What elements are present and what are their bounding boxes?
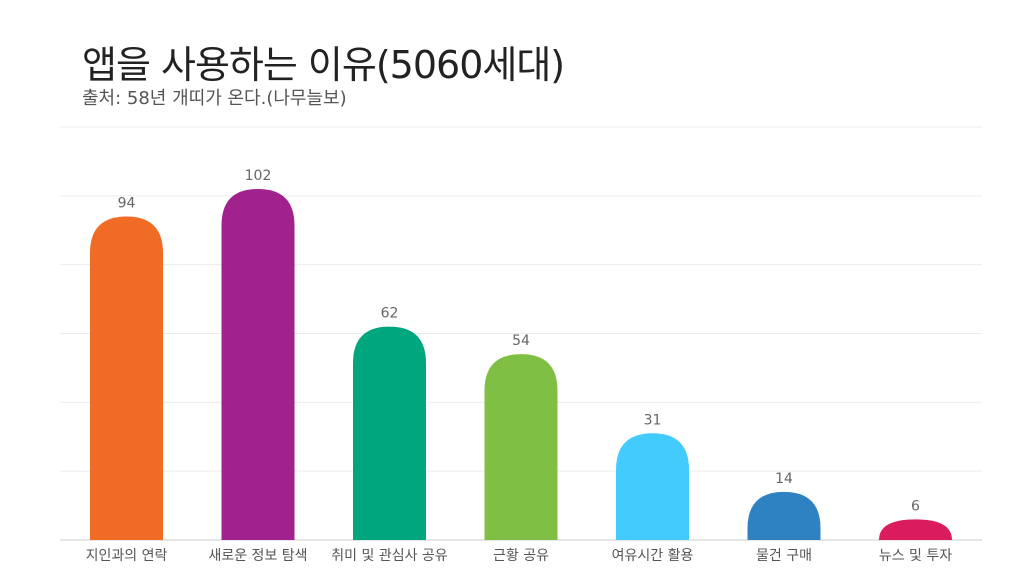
bar [353,326,426,540]
data-label: 54 [512,333,530,349]
category-label: 뉴스 및 투자 [879,548,952,564]
category-label: 근황 공유 [493,548,549,564]
data-label: 62 [381,306,399,322]
data-label: 6 [911,498,920,514]
bar [484,354,558,540]
category-label: 물건 구매 [756,548,812,564]
bar [879,519,952,540]
chart-subtitle: 출처: 58년 개띠가 온다.(나무늘보) [82,88,347,109]
bar [616,433,689,540]
category-label: 새로운 정보 탐색 [208,548,307,564]
category-label: 여유시간 활용 [612,548,694,564]
bar [90,216,163,540]
chart-title: 앱을 사용하는 이유(5060세대) [82,43,565,87]
data-label: 31 [644,412,662,428]
data-label: 94 [118,195,136,211]
data-label: 102 [245,168,272,184]
bar [221,188,295,540]
category-label: 지인과의 연락 [86,548,168,564]
category-label: 취미 및 관심사 공유 [331,548,448,564]
bar [747,491,821,540]
data-label: 14 [775,471,793,487]
